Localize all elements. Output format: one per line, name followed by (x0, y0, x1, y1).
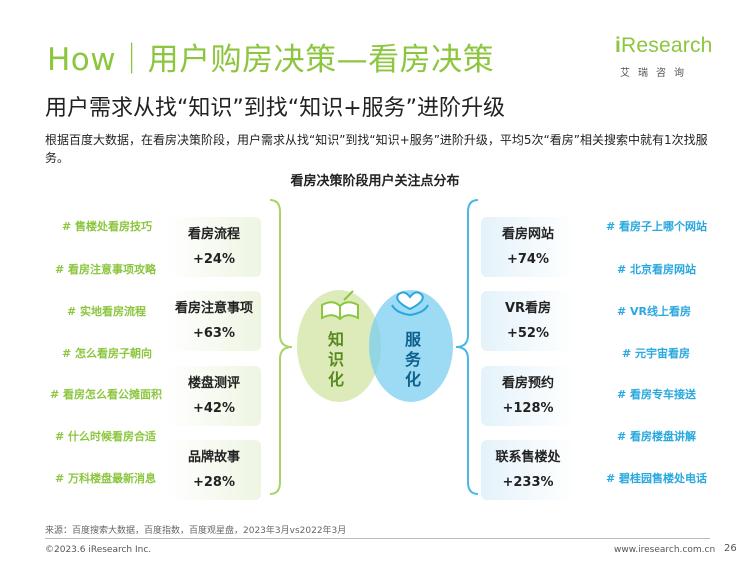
card-value: +74% (506, 252, 549, 267)
right-keyword: # 看房楼盘讲解 (617, 430, 697, 443)
card-name: 看房网站 (501, 227, 554, 242)
page-number: 26 (724, 543, 737, 554)
heart-hand-icon (391, 291, 429, 317)
right-card: 联系售楼处 +233% (481, 440, 575, 500)
left-keyword: # 看房怎么看公摊面积 (50, 388, 163, 401)
card-name: 联系售楼处 (495, 450, 561, 465)
left-card: 楼盘测评 +42% (167, 366, 261, 426)
site-url: www.iresearch.com.cn (614, 545, 716, 555)
copyright: ©2023.6 iResearch Inc. (45, 545, 152, 555)
iresearch-logo: iResearch 艾瑞咨询 (615, 34, 715, 84)
logo-subtitle: 艾瑞咨询 (620, 68, 692, 79)
card-value: +28% (192, 475, 235, 490)
card-name: 看房注意事项 (174, 301, 253, 316)
card-value: +24% (192, 252, 235, 267)
right-keyword: # VR线上看房 (617, 305, 692, 318)
book-icon (321, 290, 359, 321)
card-name: 品牌故事 (187, 450, 240, 465)
right-keyword: # 看房专车接送 (617, 388, 697, 401)
knowledge-label: 知 识 化 (327, 330, 344, 389)
card-value: +42% (192, 401, 235, 416)
service-oval (369, 290, 453, 402)
left-keyword: # 什么时候看房合适 (55, 430, 157, 443)
right-card: 看房预约 +128% (481, 366, 575, 426)
left-card: 看房流程 +24% (167, 217, 261, 277)
card-value: +63% (192, 326, 235, 341)
right-keyword: # 看房子上哪个网站 (606, 220, 708, 233)
page-subtitle: 用户需求从找“知识”到找“知识+服务”进阶升级 (45, 96, 506, 121)
card-value: +233% (502, 475, 554, 490)
card-name: 楼盘测评 (187, 376, 240, 391)
source-note: 来源：百度搜索大数据，百度指数，百度观星盘，2023年3月vs2022年3月 (45, 526, 347, 536)
right-keyword: # 北京看房网站 (617, 263, 697, 276)
left-card: 看房注意事项 +63% (167, 291, 261, 351)
right-keyword: # 元宇宙看房 (622, 347, 691, 360)
card-value: +52% (506, 326, 549, 341)
card-value: +128% (502, 401, 554, 416)
logo-text: Research (621, 34, 713, 57)
left-card: 品牌故事 +28% (167, 440, 261, 500)
card-name: 看房预约 (501, 376, 554, 391)
card-name: VR看房 (504, 301, 552, 316)
right-card: 看房网站 +74% (481, 217, 575, 277)
left-keyword: # 实地看房流程 (67, 305, 147, 318)
left-keyword: # 怎么看房子朝向 (62, 347, 153, 360)
chart-title: 看房决策阶段用户关注点分布 (290, 174, 460, 189)
card-name: 看房流程 (187, 227, 240, 242)
left-keyword: # 售楼处看房技巧 (62, 220, 153, 233)
service-label: 服 务 化 (404, 330, 421, 389)
left-keyword: # 万科楼盘最新消息 (55, 472, 157, 485)
right-card: VR看房 +52% (481, 291, 575, 351)
right-keyword: # 碧桂园售楼处电话 (606, 472, 708, 485)
left-keyword: # 看房注意事项攻略 (55, 263, 157, 276)
knowledge-oval (297, 290, 381, 402)
left-bracket (269, 199, 293, 495)
footer-divider (45, 538, 710, 539)
logo-i: i (615, 34, 622, 57)
description: 根据百度大数据，在看房决策阶段，用户需求从找“知识”到找“知识+服务”进阶升级，… (45, 133, 708, 165)
page-title: How｜用户购房决策—看房决策 (47, 42, 495, 78)
right-bracket (455, 199, 479, 495)
